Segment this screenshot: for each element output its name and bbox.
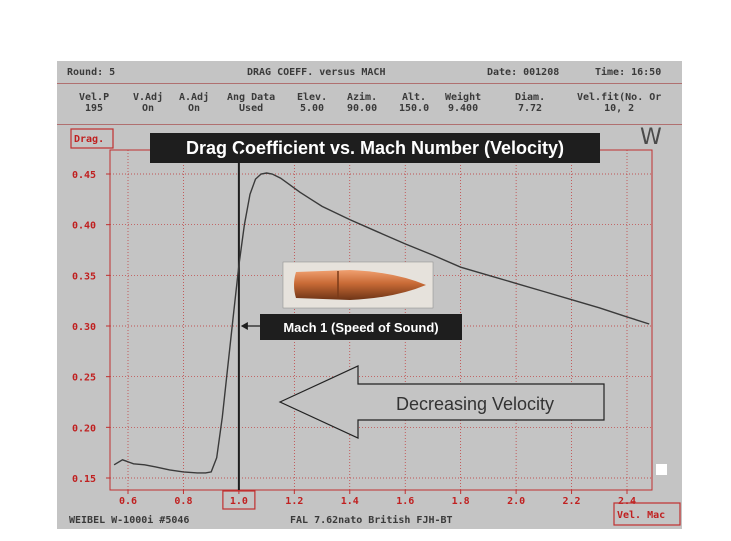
ammo-label: FAL 7.62nato British FJH-BT: [290, 515, 453, 526]
chart-title: Drag Coefficient vs. Mach Number (Veloci…: [186, 138, 564, 158]
y-tick-label: 0.15: [72, 474, 96, 485]
title-background: [150, 133, 600, 163]
param-8: Diam. 7.72: [515, 92, 545, 114]
x-tick-label: 0.8: [174, 496, 192, 507]
time-label: Time: 16:50: [595, 67, 662, 78]
param-6: Alt. 150.0: [399, 92, 429, 114]
y-tick-label: 0.35: [72, 271, 96, 282]
param-5: Azim. 90.00: [347, 92, 377, 114]
x-tick-label: 1.2: [285, 496, 303, 507]
decreasing-velocity-label: Decreasing Velocity: [396, 394, 554, 414]
param-4: Elev. 5.00: [297, 92, 327, 114]
bullet-icon: [282, 261, 434, 309]
param-value: On: [142, 103, 155, 114]
y-tick-label: 0.30: [72, 322, 96, 333]
x-tick-label: 0.6: [119, 496, 137, 507]
param-value: 9.400: [448, 103, 479, 114]
param-value: 90.00: [347, 103, 378, 114]
x-tick-label: 1.4: [341, 496, 359, 507]
mach1-callout-text: Mach 1 (Speed of Sound): [283, 320, 438, 335]
param-label: Azim.: [347, 92, 378, 103]
param-value: 195: [85, 103, 104, 114]
x-tick-label: 2.4: [618, 496, 636, 507]
header-bar: Round: 5 DRAG COEFF. versus MACH Date: 0…: [57, 61, 682, 84]
date-label: Date: 001208: [487, 67, 560, 78]
x-tick-label: 1.8: [452, 496, 470, 507]
param-label: Vel.fit(No. Or: [577, 92, 662, 103]
y-tick-label: 0.25: [72, 373, 96, 384]
y-tick-label: 0.40: [72, 221, 96, 232]
round-label: Round: 5: [67, 67, 116, 78]
decreasing-velocity-arrow: [278, 365, 605, 439]
param-value: 7.72: [518, 103, 543, 114]
param-3: Ang Data Used: [227, 92, 275, 114]
device-label: WEIBEL W-1000i #5046: [69, 515, 190, 526]
param-value: On: [188, 103, 201, 114]
param-label: Alt.: [402, 92, 427, 103]
y-tick-label: 0.45: [72, 170, 96, 181]
param-2: A.Adj On: [179, 92, 209, 114]
ylabel-box: [70, 128, 114, 149]
param-label: V.Adj: [133, 92, 164, 103]
param-value: 150.0: [399, 103, 430, 114]
x-axis-label: Vel. Mac: [617, 510, 665, 521]
parameter-bar: Vel.P 195 V.Adj On A.Adj On Ang Data Used Elev. 5…: [57, 84, 682, 125]
highlighted-tick-box: [222, 490, 256, 510]
y-axis-label: Drag.: [74, 134, 104, 145]
param-label: Weight: [445, 92, 482, 103]
param-1: V.Adj On: [133, 92, 163, 114]
marker-square: [656, 464, 667, 475]
param-label: Diam.: [515, 92, 546, 103]
param-label: Elev.: [297, 92, 328, 103]
param-value: 5.00: [300, 103, 325, 114]
weibel-logo-icon: W: [640, 125, 662, 150]
param-value: Used: [239, 103, 264, 114]
screen-title: DRAG COEFF. versus MACH: [247, 67, 386, 78]
drag-series-line: [113, 172, 650, 474]
mach1-pointer-arrowhead: [240, 322, 248, 330]
x-tick-label: 1.6: [396, 496, 414, 507]
mach1-callout-background: [260, 314, 462, 340]
x-tick-label: 2.2: [563, 496, 581, 507]
param-value: 10, 2: [604, 103, 635, 114]
footer-bar: WEIBEL W-1000i #5046 FAL 7.62nato Britis…: [57, 513, 682, 529]
param-0: Vel.P 195: [79, 92, 109, 114]
x-tick-label: 1.0: [230, 496, 248, 507]
x-tick-label: 2.0: [507, 496, 525, 507]
y-tick-label: 0.20: [72, 423, 96, 434]
xlabel-box: [613, 502, 681, 526]
param-label: A.Adj: [179, 92, 210, 103]
param-label: Vel.P: [79, 92, 110, 103]
param-9: Vel.fit(No. Or 10, 2: [577, 92, 661, 114]
param-7: Weight 9.400: [445, 92, 481, 114]
param-label: Ang Data: [227, 92, 276, 103]
